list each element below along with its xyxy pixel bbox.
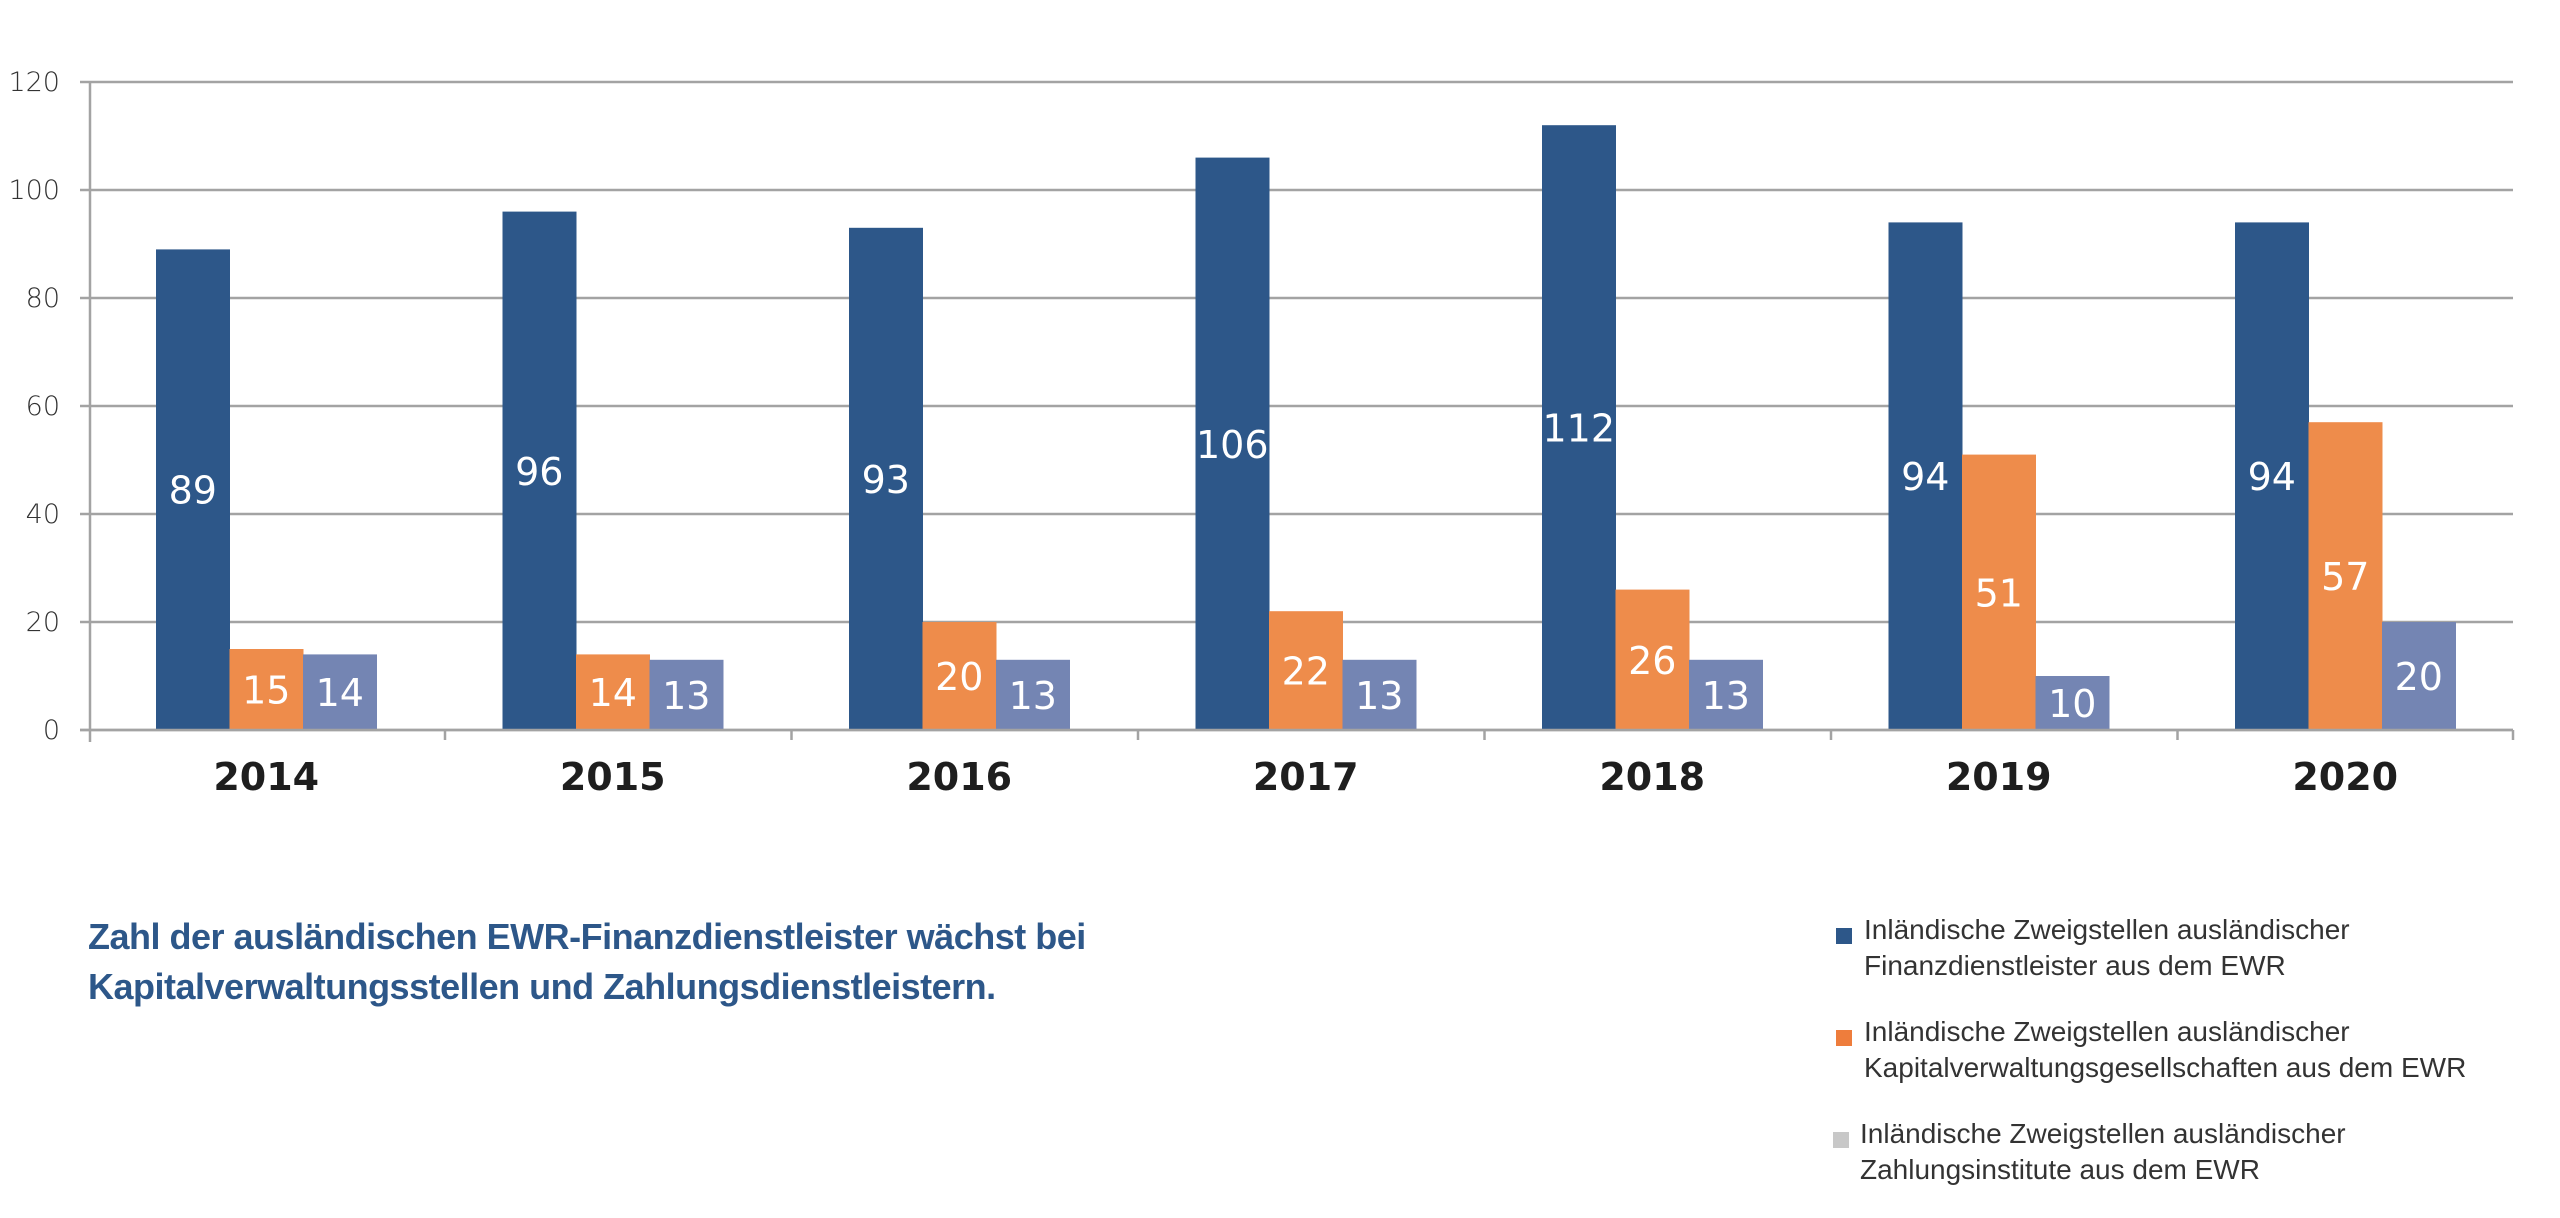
data-label: 13	[1355, 674, 1403, 718]
data-label: 13	[1702, 674, 1750, 718]
legend-label: Inländische Zweigstellen ausländischer K…	[1864, 1014, 2466, 1086]
gridlines	[80, 80, 2513, 732]
x-tick-label: 2017	[1253, 755, 1359, 799]
legend-swatch	[1836, 928, 1852, 944]
data-label: 26	[1628, 639, 1676, 683]
data-label: 112	[1542, 407, 1615, 451]
data-label: 14	[316, 671, 364, 715]
bar	[2235, 222, 2309, 730]
legend-item-zahlungsinstitute: Inländische Zweigstellen ausländischer Z…	[1830, 1116, 2550, 1218]
y-tick-label: 20	[26, 607, 60, 638]
data-label: 15	[242, 669, 290, 713]
data-label: 94	[1901, 455, 1949, 499]
data-label: 13	[662, 674, 710, 718]
bar	[576, 654, 650, 730]
x-tick-label: 2015	[560, 755, 666, 799]
data-label: 89	[169, 469, 217, 513]
legend: Inländische Zweigstellen ausländischer F…	[1830, 912, 2550, 1218]
x-axis-ticks: 2014 2015 2016 2017 2018 2019 2020	[213, 730, 2515, 799]
bar	[2382, 622, 2456, 730]
caption-line: Zahl der ausländischen EWR-Finanzdienstl…	[88, 916, 1086, 957]
bar	[1269, 611, 1343, 730]
legend-swatch	[1833, 1132, 1849, 1148]
bar	[649, 659, 724, 730]
bar	[1342, 659, 1417, 730]
x-tick-label: 2020	[2292, 755, 2398, 799]
bar	[1689, 659, 1763, 730]
data-label: 22	[1282, 650, 1330, 694]
bar	[1542, 125, 1616, 730]
bar	[1962, 454, 2036, 730]
legend-label-line: Finanzdienstleister aus dem EWR	[1864, 950, 2286, 981]
bar-chart: 0 20 40 60 80 100 120 89 15 14 96 14 13 93 20 13 106 22 1…	[8, 67, 2515, 799]
y-tick-label: 0	[43, 715, 60, 746]
legend-label-line: Inländische Zweigstellen ausländischer	[1860, 1118, 2346, 1149]
bar	[922, 622, 997, 730]
legend-swatch	[1836, 1030, 1852, 1046]
data-label: 20	[2395, 655, 2443, 699]
y-axis-ticks: 0 20 40 60 80 100 120	[8, 67, 60, 746]
y-tick-label: 80	[26, 283, 60, 314]
chart-caption: Zahl der ausländischen EWR-Finanzdienstl…	[88, 912, 1288, 1012]
legend-item-finanzdienstleister: Inländische Zweigstellen ausländischer F…	[1830, 912, 2550, 1014]
legend-label-line: Zahlungsinstitute aus dem EWR	[1860, 1154, 2260, 1185]
bar	[229, 649, 304, 730]
bar	[2308, 422, 2383, 730]
data-label: 94	[2248, 455, 2296, 499]
bar	[156, 249, 230, 730]
legend-item-kapitalverwaltungsgesellschaften: Inländische Zweigstellen ausländischer K…	[1830, 1014, 2550, 1116]
bar	[849, 227, 923, 731]
data-label: 51	[1975, 571, 2023, 615]
y-tick-label: 120	[8, 67, 60, 98]
y-tick-label: 100	[8, 175, 60, 206]
x-tick-label: 2016	[906, 755, 1012, 799]
legend-label: Inländische Zweigstellen ausländischer Z…	[1860, 1116, 2346, 1188]
bar	[303, 654, 377, 730]
data-label: 13	[1009, 674, 1057, 718]
data-label: 20	[935, 655, 983, 699]
bars	[156, 125, 2456, 731]
legend-label: Inländische Zweigstellen ausländischer F…	[1864, 912, 2350, 984]
x-tick-label: 2018	[1599, 755, 1705, 799]
x-tick-label: 2014	[213, 755, 319, 799]
data-label: 106	[1196, 423, 1269, 467]
bar	[996, 659, 1070, 730]
data-label: 96	[515, 450, 563, 494]
axes	[80, 82, 2513, 742]
data-label: 93	[862, 458, 910, 502]
bar	[2035, 676, 2110, 730]
data-label: 14	[589, 671, 637, 715]
caption-line: Kapitalverwaltungsstellen und Zahlungsdi…	[88, 966, 996, 1007]
y-tick-label: 60	[26, 391, 60, 422]
bar	[1195, 157, 1270, 731]
bar	[1615, 589, 1690, 730]
bar	[502, 211, 577, 731]
x-tick-label: 2019	[1946, 755, 2052, 799]
legend-label-line: Inländische Zweigstellen ausländischer	[1864, 914, 2350, 945]
legend-label-line: Kapitalverwaltungsgesellschaften aus dem…	[1864, 1052, 2467, 1083]
legend-label-line: Inländische Zweigstellen ausländischer	[1864, 1016, 2350, 1047]
data-label: 57	[2321, 555, 2369, 599]
bar	[1888, 222, 1963, 730]
y-tick-label: 40	[26, 499, 60, 530]
value-labels: 89 15 14 96 14 13 93 20 13 106 22 13 112 26 13 94 51 10 94…	[169, 407, 2443, 726]
data-label: 10	[2048, 682, 2096, 726]
